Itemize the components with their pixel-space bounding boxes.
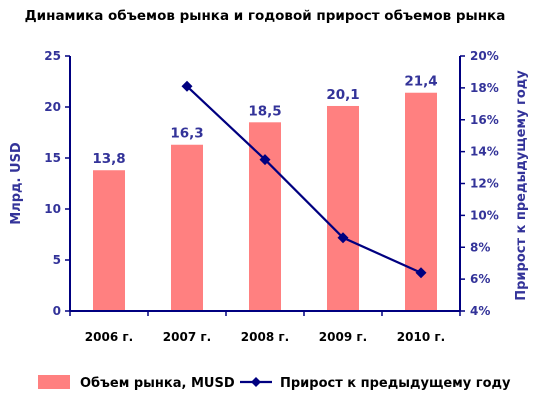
legend-line-label: Прирост к предыдущему году <box>280 376 511 391</box>
x-tick-label-2: 2008 г. <box>241 330 289 344</box>
right-tick-label-1: 6% <box>470 272 490 286</box>
x-tick-label-3: 2009 г. <box>319 330 367 344</box>
right-tick-label-5: 14% <box>470 145 499 159</box>
plot-area: 13,8 16,3 18,5 20,1 21,4 0 5 10 15 20 25 4% 6% 8% 10% 1… <box>9 49 529 344</box>
bar-data-label-3: 20,1 <box>326 87 359 103</box>
right-tick-label-2: 8% <box>470 240 490 254</box>
bar-data-label-0: 13,8 <box>92 151 125 167</box>
bar-1 <box>171 144 203 311</box>
right-tick-label-8: 20% <box>470 49 499 63</box>
chart-title: Динамика объемов рынка и годовой прирост… <box>25 8 506 24</box>
left-axis-title: Млрд. USD <box>9 142 24 225</box>
left-tick-label-0: 0 <box>53 304 61 318</box>
growth-point-4 <box>415 267 427 279</box>
left-tick-label-5: 25 <box>44 49 61 63</box>
x-tick-label-1: 2007 г. <box>163 330 211 344</box>
legend-line-marker <box>251 377 261 387</box>
x-tick-label-4: 2010 г. <box>397 330 445 344</box>
legend-bar-label: Объем рынка, MUSD <box>80 376 235 391</box>
right-tick-label-3: 10% <box>470 208 499 222</box>
bar-4 <box>405 92 437 311</box>
growth-point-3 <box>337 232 349 244</box>
bar-2 <box>249 122 281 311</box>
bar-0 <box>93 170 125 311</box>
growth-point-1 <box>181 80 193 92</box>
bar-3 <box>327 105 359 311</box>
right-axis-title: Прирост к предыдущему году <box>514 70 529 301</box>
right-tick-label-0: 4% <box>470 304 490 318</box>
left-tick-label-2: 10 <box>44 202 61 216</box>
left-tick-label-3: 15 <box>44 151 61 165</box>
bar-data-label-2: 18,5 <box>248 103 281 119</box>
legend: Объем рынка, MUSD Прирост к предыдущему г… <box>38 375 511 391</box>
x-tick-label-0: 2006 г. <box>85 330 133 344</box>
right-tick-label-7: 18% <box>470 81 499 95</box>
legend-bar-swatch <box>38 375 70 389</box>
right-tick-label-6: 16% <box>470 113 499 127</box>
left-tick-label-4: 20 <box>44 100 61 114</box>
growth-line <box>186 85 422 274</box>
bar-data-label-4: 21,4 <box>404 74 437 90</box>
growth-point-2 <box>259 154 271 166</box>
right-tick-label-4: 12% <box>470 177 499 191</box>
bar-data-label-1: 16,3 <box>170 126 203 142</box>
left-tick-label-1: 5 <box>53 253 61 267</box>
